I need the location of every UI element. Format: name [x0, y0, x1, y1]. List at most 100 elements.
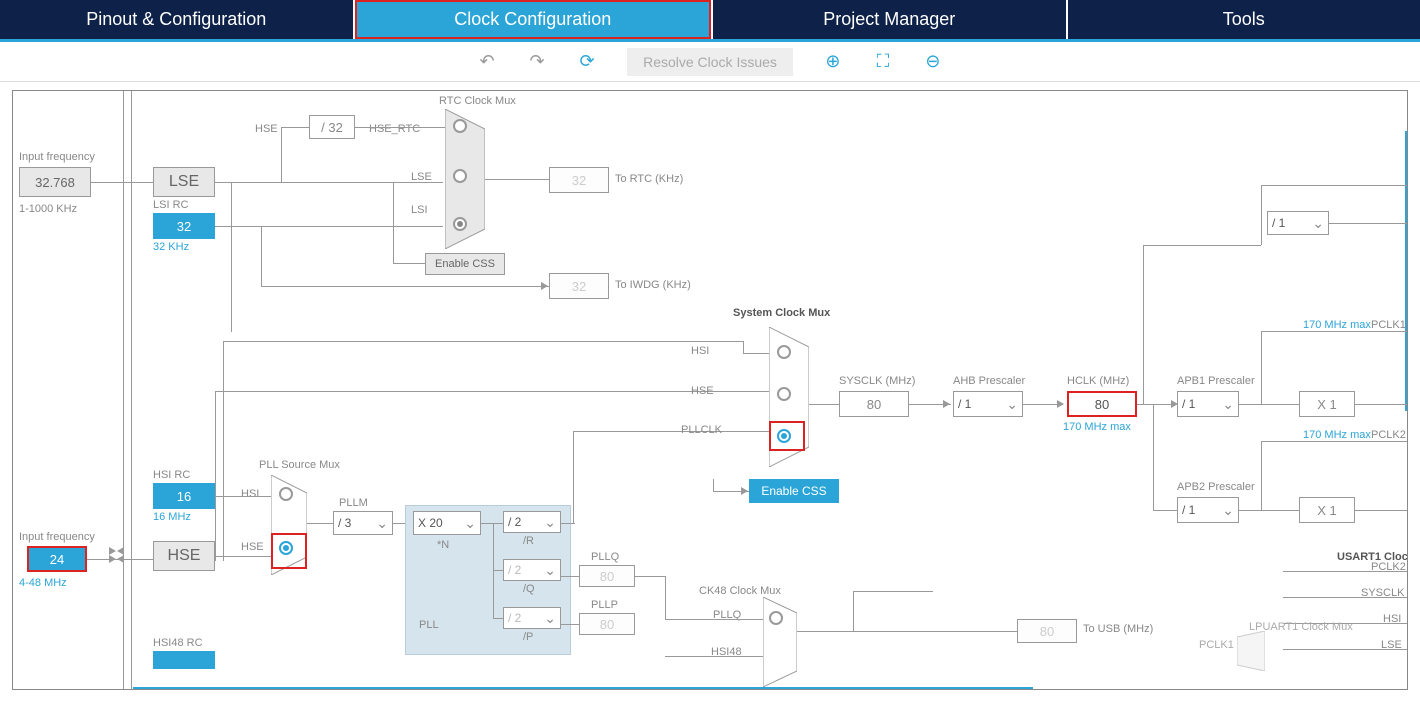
hse-freq-box[interactable]: 24 [27, 546, 87, 572]
sysmux-title: System Clock Mux [733, 307, 830, 319]
pll-r-label: /R [523, 535, 534, 547]
usart1-pclk2: PCLK2 [1371, 561, 1406, 573]
pllp-out-box: 80 [579, 613, 635, 635]
pll-r-select[interactable]: / 2 [503, 511, 561, 533]
rtc-out-label: To RTC (KHz) [615, 173, 683, 185]
pllm-label: PLLM [339, 497, 368, 509]
lsi-rc-label: LSI RC [153, 199, 188, 211]
pll-label: PLL [419, 619, 439, 631]
pll-hse-label: HSE [241, 541, 264, 553]
usart1-lse: LSE [1381, 639, 1402, 651]
lpuart1-pclk1: PCLK1 [1199, 639, 1234, 651]
pll-hsi-label: HSI [241, 488, 259, 500]
usart1-hsi: HSI [1383, 613, 1401, 625]
tab-pinout[interactable]: Pinout & Configuration [0, 0, 353, 39]
hclk-max: 170 MHz max [1063, 421, 1131, 433]
redo-icon[interactable]: ↷ [527, 52, 547, 72]
lsi-value-box: 32 [153, 213, 215, 239]
hsi-value-box: 16 [153, 483, 215, 509]
undo-icon[interactable]: ↶ [477, 52, 497, 72]
apb1-max: 170 MHz max [1303, 319, 1371, 331]
sysmux-hsi-label: HSI [691, 345, 709, 357]
rtc-radio-lse[interactable] [453, 169, 467, 183]
apb2-label: APB2 Prescaler [1177, 481, 1255, 493]
sysmux-enable-css[interactable]: Enable CSS [749, 479, 839, 503]
hclk-box[interactable]: 80 [1067, 391, 1137, 417]
rtc-title: RTC Clock Mux [439, 95, 516, 107]
tab-tools[interactable]: Tools [1068, 0, 1420, 39]
rtc-enable-css[interactable]: Enable CSS [425, 253, 505, 275]
hsi48-rc-label: HSI48 RC [153, 637, 203, 649]
pll-radio-hsi[interactable] [279, 487, 293, 501]
clock-canvas[interactable]: Input frequency 32.768 1-1000 KHz LSE LS… [13, 91, 1408, 690]
ahb-label: AHB Prescaler [953, 375, 1025, 387]
lpuart1-mux[interactable] [1237, 631, 1265, 671]
pll-source-title: PLL Source Mux [259, 459, 340, 471]
apb1-label: APB1 Prescaler [1177, 375, 1255, 387]
pllq-out-label: PLLQ [591, 551, 619, 563]
rtc-out-box: 32 [549, 167, 609, 193]
sysmux-radio-hse[interactable] [777, 387, 791, 401]
right-div-select[interactable]: / 1 [1267, 211, 1329, 235]
hsi48-value-box [153, 651, 215, 669]
pll-q-select[interactable]: / 2 [503, 559, 561, 581]
ahb-select[interactable]: / 1 [953, 391, 1023, 417]
apb2-select[interactable]: / 1 [1177, 497, 1239, 523]
pllp-out-label: PLLP [591, 599, 618, 611]
lse-source-box[interactable]: LSE [153, 167, 215, 197]
ck48-title: CK48 Clock Mux [699, 585, 781, 597]
pll-radio-hse[interactable] [279, 541, 293, 555]
pll-p-label: /P [523, 631, 533, 643]
apb2-timer-box: X 1 [1299, 497, 1355, 523]
sysmux-hse-label: HSE [691, 385, 714, 397]
ck48-radio-pllq[interactable] [769, 611, 783, 625]
rtc-radio-hse[interactable] [453, 119, 467, 133]
sysmux-radio-pll[interactable] [777, 429, 791, 443]
usb-label: To USB (MHz) [1083, 623, 1153, 635]
hse-source-box[interactable]: HSE [153, 541, 215, 571]
pclk2-label: PCLK2 [1371, 429, 1406, 441]
sysmux-radio-hsi[interactable] [777, 345, 791, 359]
pll-n-label: *N [437, 539, 449, 551]
toolbar: ↶ ↷ ⟳ Resolve Clock Issues ⊕ ⛶ ⊖ [0, 42, 1420, 82]
fit-icon[interactable]: ⛶ [873, 52, 893, 72]
sysclk-label: SYSCLK (MHz) [839, 375, 915, 387]
resolve-button[interactable]: Resolve Clock Issues [627, 48, 793, 76]
iwdg-out-label: To IWDG (KHz) [615, 279, 691, 291]
pll-n-select[interactable]: X 20 [413, 511, 481, 535]
tab-clock[interactable]: Clock Configuration [355, 0, 712, 39]
ck48-mux[interactable] [763, 597, 797, 687]
hsi-unit: 16 MHz [153, 511, 191, 523]
usart1-sysclk: SYSCLK [1361, 587, 1404, 599]
tab-project[interactable]: Project Manager [713, 0, 1066, 39]
sysmux-pllclk-label: PLLCLK [681, 424, 722, 436]
apb1-timer-box: X 1 [1299, 391, 1355, 417]
pllm-select[interactable]: / 3 [333, 511, 393, 535]
tab-bar: Pinout & Configuration Clock Configurati… [0, 0, 1420, 42]
hse-range: 4-48 MHz [19, 577, 67, 589]
pclk1-label: PCLK1 [1371, 319, 1406, 331]
zoom-in-icon[interactable]: ⊕ [823, 52, 843, 72]
lse-input-freq-label: Input frequency [19, 151, 95, 163]
lse-range: 1-1000 KHz [19, 203, 77, 215]
apb2-max: 170 MHz max [1303, 429, 1371, 441]
clock-canvas-wrap: Input frequency 32.768 1-1000 KHz LSE LS… [12, 90, 1408, 690]
pll-q-label: /Q [523, 583, 535, 595]
apb1-select[interactable]: / 1 [1177, 391, 1239, 417]
refresh-icon[interactable]: ⟳ [577, 52, 597, 72]
rtc-hse-label: HSE [255, 123, 278, 135]
rtc-hse-rtc-label: HSE_RTC [369, 123, 420, 135]
iwdg-out-box: 32 [549, 273, 609, 299]
zoom-out-icon[interactable]: ⊖ [923, 52, 943, 72]
lsi-unit: 32 KHz [153, 241, 189, 253]
pll-p-select[interactable]: / 2 [503, 607, 561, 629]
sysclk-box: 80 [839, 391, 909, 417]
pllq-out-box: 80 [579, 565, 635, 587]
hse-input-freq-label: Input frequency [19, 531, 95, 543]
rtc-radio-lsi[interactable] [453, 217, 467, 231]
lse-freq-box[interactable]: 32.768 [19, 167, 91, 197]
rtc-div32: / 32 [309, 115, 355, 139]
hsi-rc-label: HSI RC [153, 469, 190, 481]
usb-box: 80 [1017, 619, 1077, 643]
hclk-label: HCLK (MHz) [1067, 375, 1129, 387]
